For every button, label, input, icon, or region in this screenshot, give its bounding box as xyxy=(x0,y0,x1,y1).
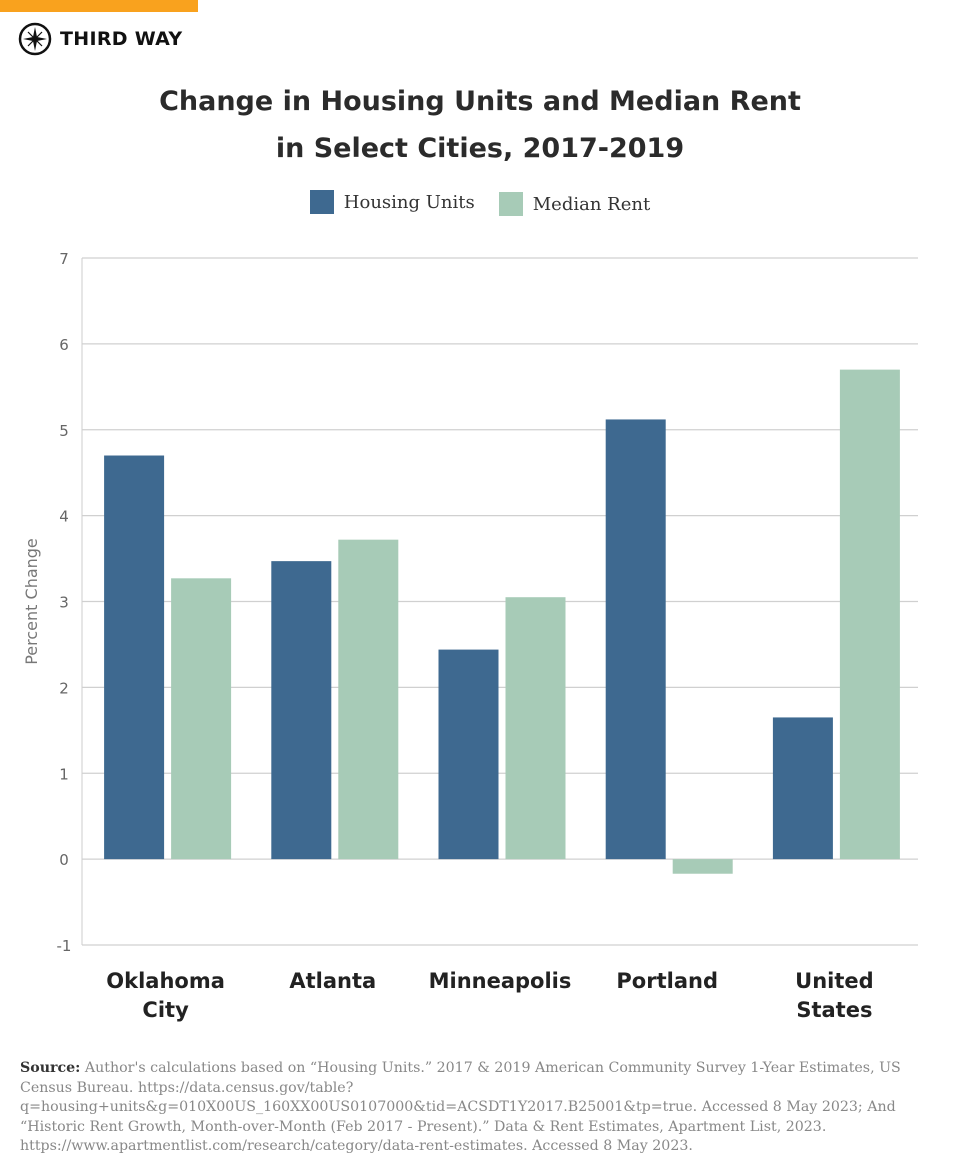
title-line: Change in Housing Units and Median Rent xyxy=(159,86,801,117)
bar-median-rent xyxy=(338,539,399,860)
legend-swatch xyxy=(498,192,523,216)
y-tick-label: 3 xyxy=(59,594,69,612)
legend-swatch xyxy=(309,190,334,214)
x-tick-label: United xyxy=(795,969,874,993)
bar-chart: -1 0 1 2 3 4 5 6 7 Percent Change Oklahoma City Atla… xyxy=(22,250,918,1022)
y-tick-label: 7 xyxy=(59,250,69,268)
source-text: Author's calculations based on “Housing … xyxy=(20,1060,901,1154)
bar-housing-units xyxy=(605,419,666,860)
x-tick-label: States xyxy=(796,998,872,1022)
bar-median-rent xyxy=(505,597,566,860)
y-tick-label: -1 xyxy=(57,937,72,955)
brand-name: THIRD WAY xyxy=(60,28,183,50)
chart-title: Change in Housing Units and Median Rent … xyxy=(0,78,960,172)
bar-housing-units xyxy=(438,649,499,860)
y-tick-label: 0 xyxy=(59,851,69,869)
bar-median-rent xyxy=(839,369,900,860)
bar-median-rent xyxy=(171,578,232,860)
y-tick-label: 1 xyxy=(59,765,69,783)
y-tick-label: 4 xyxy=(59,508,69,526)
bar-housing-units xyxy=(271,561,332,860)
legend-label: Median Rent xyxy=(532,193,651,215)
x-tick-label: Atlanta xyxy=(289,969,376,993)
accent-bar xyxy=(0,0,198,12)
legend-label: Housing Units xyxy=(343,191,475,213)
y-axis-label: Percent Change xyxy=(22,538,41,665)
y-tick-label: 6 xyxy=(59,336,69,354)
bar-housing-units xyxy=(772,717,833,860)
x-tick-label: City xyxy=(142,998,189,1022)
source-note: Source: Author's calculations based on “… xyxy=(20,1059,950,1157)
compass-icon xyxy=(18,22,52,56)
logo: THIRD WAY xyxy=(18,22,182,56)
legend: Housing Units Median Rent xyxy=(0,188,960,216)
x-tick-label: Oklahoma xyxy=(106,969,225,993)
legend-item-housing-units: Housing Units xyxy=(309,188,475,216)
y-tick-label: 2 xyxy=(59,679,69,697)
x-tick-label: Minneapolis xyxy=(429,969,572,993)
title-line: in Select Cities, 2017-2019 xyxy=(275,133,685,164)
x-tick-label: Portland xyxy=(616,969,718,993)
legend-item-median-rent: Median Rent xyxy=(498,192,651,216)
bar-median-rent xyxy=(672,859,733,874)
source-label: Source: xyxy=(20,1060,81,1076)
y-tick-label: 5 xyxy=(59,422,69,440)
bar-housing-units xyxy=(104,455,165,860)
